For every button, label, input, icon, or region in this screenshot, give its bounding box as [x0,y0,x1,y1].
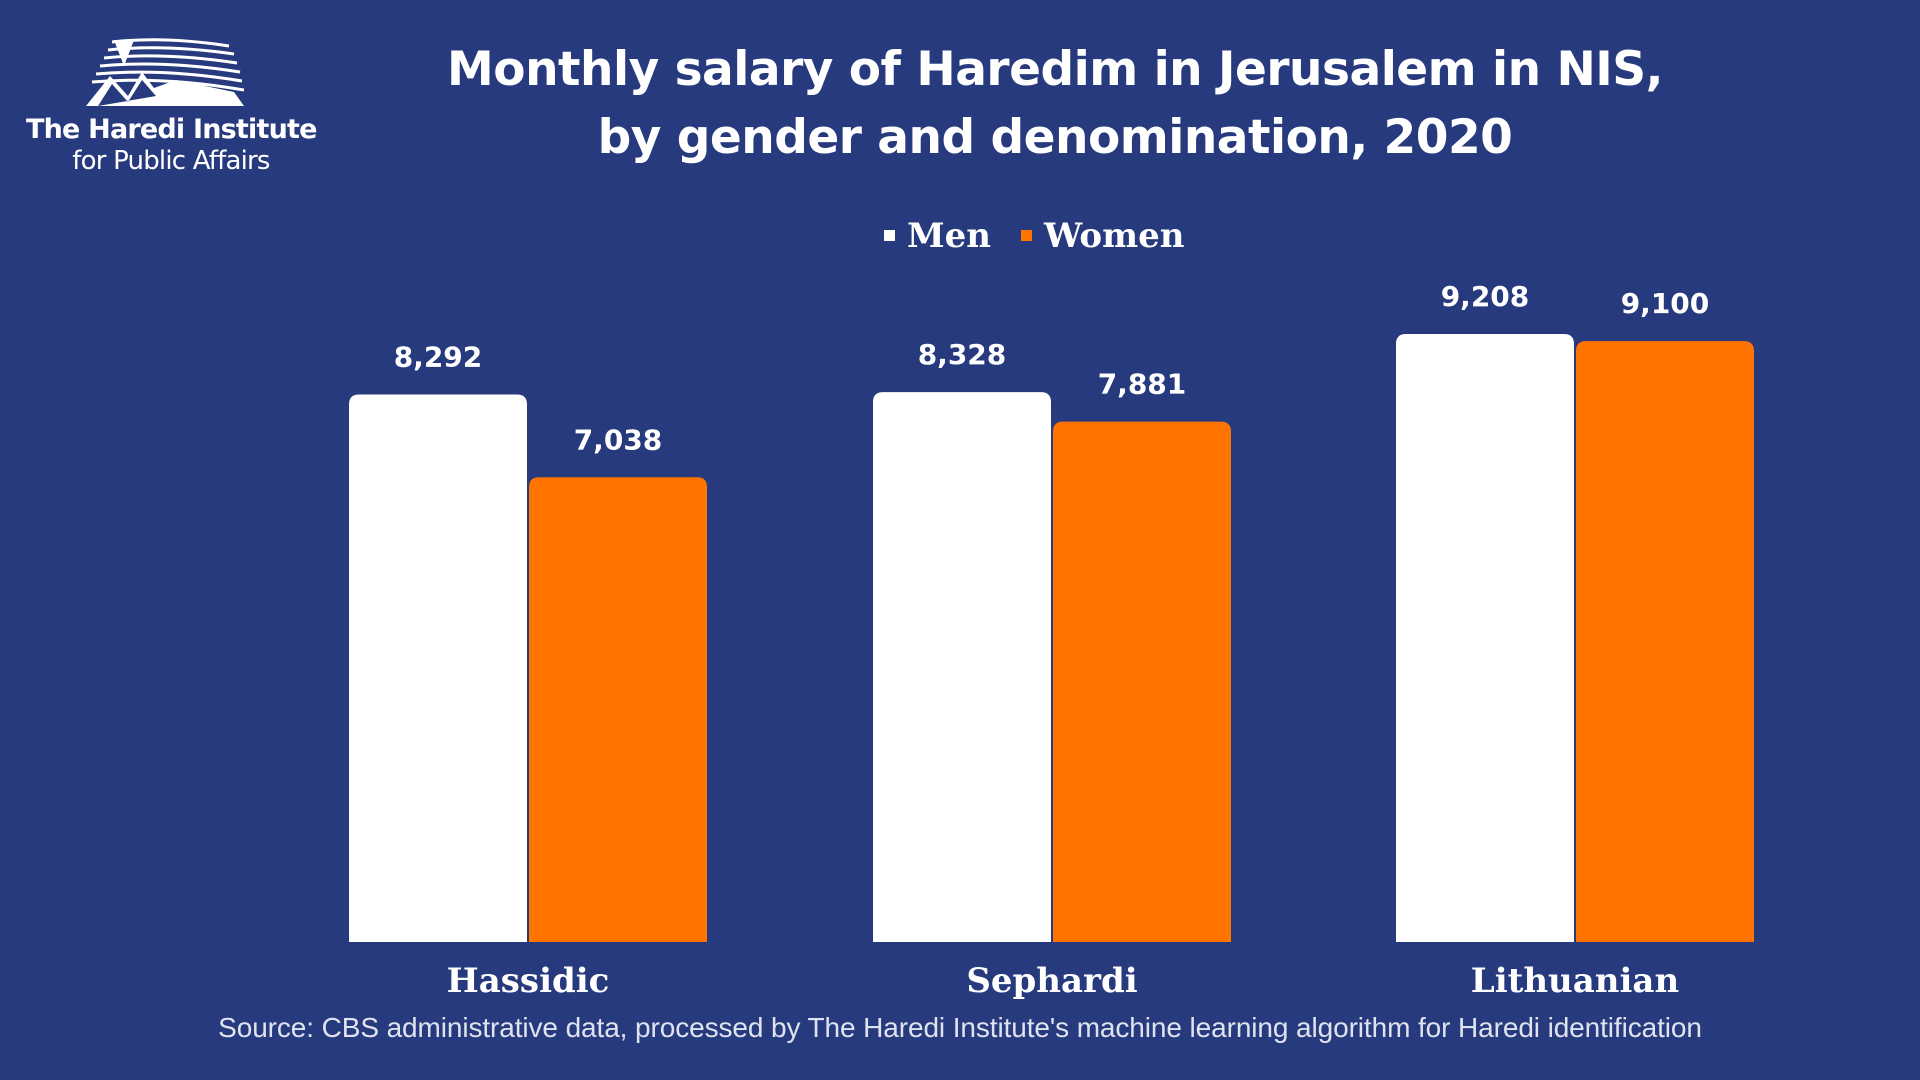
legend-label-men: Men [907,216,991,256]
chart-title: Monthly salary of Haredim in Jerusalem i… [380,36,1730,172]
chart-legend: Men Women [0,214,1920,258]
x-tick-label-hassidic: Hassidic [447,961,610,1001]
data-label-sephardi-women: 7,881 [1098,368,1187,401]
logo-name-line2: for Public Affairs [72,146,270,176]
x-tick-label-sephardi: Sephardi [966,961,1137,1001]
bar-lithuanian-men [1396,334,1574,942]
source-note: Source: CBS administrative data, process… [218,1012,1702,1043]
bar-hassidic-women [529,477,707,942]
bar-lithuanian-women [1576,341,1754,942]
bar-sephardi-women [1053,421,1231,942]
legend-swatch-women [1021,229,1032,241]
data-label-lithuanian-men: 9,208 [1441,280,1530,313]
chart-title-line1: Monthly salary of Haredim in Jerusalem i… [447,42,1663,97]
data-label-sephardi-men: 8,328 [918,338,1007,371]
logo: The Haredi Institute for Public Affairs [24,36,317,186]
book-logo-icon [86,38,244,106]
x-tick-label-lithuanian: Lithuanian [1471,961,1679,1001]
legend-label-women: Women [1044,216,1185,256]
data-label-lithuanian-women: 9,100 [1621,287,1710,320]
legend-item-men: Men [884,214,991,258]
data-label-hassidic-men: 8,292 [394,340,483,373]
legend-swatch-men [884,229,895,241]
chart-title-line2: by gender and denomination, 2020 [597,110,1513,165]
bar-hassidic-men [349,394,527,943]
logo-name-line1: The Haredi Institute [26,114,317,145]
legend-item-women: Women [1021,214,1184,258]
data-label-hassidic-women: 7,038 [574,423,663,456]
bar-sephardi-men [873,392,1051,943]
